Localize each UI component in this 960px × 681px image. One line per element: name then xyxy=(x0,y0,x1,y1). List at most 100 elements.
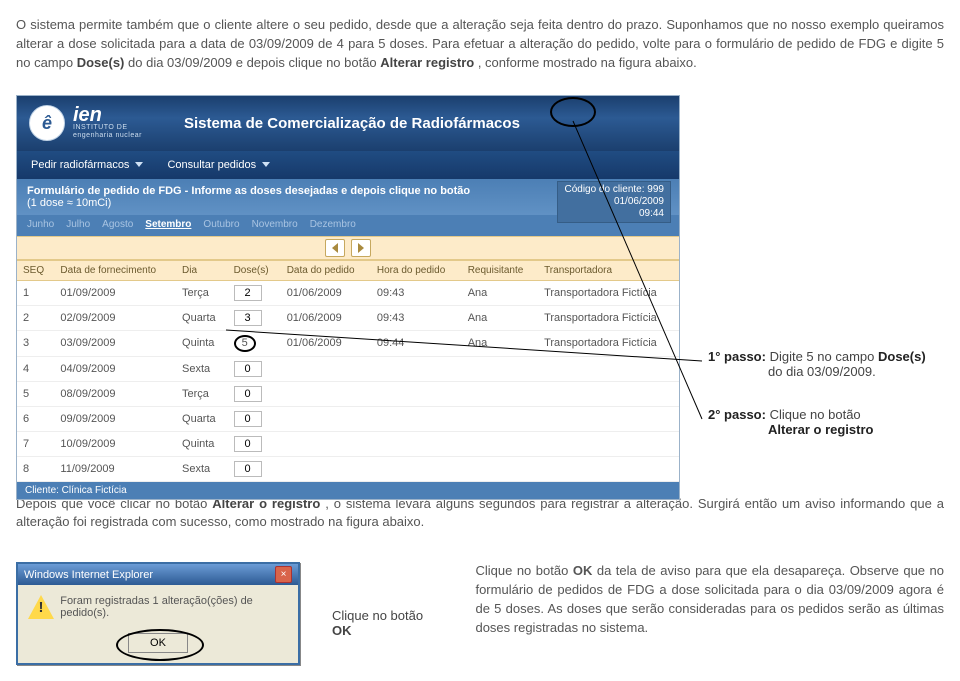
table-cell: 11/09/2009 xyxy=(54,456,176,481)
dose-input[interactable] xyxy=(234,285,262,301)
month-tab[interactable]: Junho xyxy=(27,219,54,230)
annotation-circle-ok: OK xyxy=(128,633,188,653)
table-cell: Transportadora Fictícia xyxy=(538,305,679,330)
client-time: 09:44 xyxy=(564,208,664,220)
table-cell xyxy=(281,431,371,456)
dialog-ok-button[interactable]: OK xyxy=(128,633,188,653)
month-tab[interactable]: Agosto xyxy=(102,219,133,230)
dose-input[interactable] xyxy=(234,436,262,452)
table-cell: Transportadora Fictícia xyxy=(538,280,679,305)
intro-bold-alterar: Alterar registro xyxy=(380,55,474,70)
col-dia: Dia xyxy=(176,260,228,280)
step1-label: 1° passo: xyxy=(708,349,766,364)
dialog-title: Windows Internet Explorer xyxy=(24,569,153,581)
table-cell xyxy=(538,406,679,431)
col-requis: Requisitante xyxy=(462,260,538,280)
table-cell xyxy=(281,356,371,381)
table-row: 609/09/2009Quarta xyxy=(17,406,679,431)
table-cell xyxy=(228,356,281,381)
table-cell xyxy=(538,431,679,456)
table-cell xyxy=(281,456,371,481)
intro-bold-dose: Dose(s) xyxy=(77,55,125,70)
after-paragraph: Depois que você clicar no botão Alterar … xyxy=(16,495,944,533)
right-paragraph: Clique no botão OK da tela de aviso para… xyxy=(475,562,944,637)
menu-pedir[interactable]: Pedir radiofármacos xyxy=(31,159,143,171)
logo-icon: ê xyxy=(29,105,65,141)
client-date: 01/06/2009 xyxy=(564,196,664,208)
step1-callout: 1° passo: Digite 5 no campo Dose(s) do d… xyxy=(708,349,956,379)
table-cell: Terça xyxy=(176,381,228,406)
dialog-message: Foram registradas 1 alteração(ções) de p… xyxy=(60,595,288,619)
logo-sub2: engenharia nuclear xyxy=(73,132,142,140)
table-cell: Quarta xyxy=(176,406,228,431)
step1-text: do dia 03/09/2009. xyxy=(768,364,876,379)
table-cell: Ana xyxy=(462,280,538,305)
col-dataforn: Data de fornecimento xyxy=(54,260,176,280)
triangle-left-icon xyxy=(332,243,338,253)
table-cell xyxy=(462,456,538,481)
table-cell xyxy=(228,305,281,330)
table-cell xyxy=(462,406,538,431)
chevron-down-icon xyxy=(135,162,143,167)
month-tab[interactable]: Novembro xyxy=(252,219,298,230)
table-row: 202/09/2009Quarta01/06/200909:43AnaTrans… xyxy=(17,305,679,330)
table-cell xyxy=(281,381,371,406)
table-cell xyxy=(371,356,462,381)
dose-input-highlighted[interactable]: 5 xyxy=(234,335,256,352)
dose-input[interactable] xyxy=(234,411,262,427)
table-row: 404/09/2009Sexta xyxy=(17,356,679,381)
table-cell: 01/09/2009 xyxy=(54,280,176,305)
table-cell: 09:44 xyxy=(371,330,462,356)
app-header: ê ien INSTITUTO DE engenharia nuclear Si… xyxy=(17,96,679,151)
month-tab[interactable]: Dezembro xyxy=(310,219,356,230)
menubar: Pedir radiofármacos Consultar pedidos xyxy=(17,151,679,179)
logo-mark: ê xyxy=(42,113,52,134)
client-code: Código do cliente: 999 xyxy=(564,184,664,196)
step2-label: 2° passo: xyxy=(708,407,766,422)
month-tab[interactable]: Outubro xyxy=(203,219,239,230)
table-cell xyxy=(228,456,281,481)
dialog-close-button[interactable]: × xyxy=(275,566,292,583)
table-cell xyxy=(371,406,462,431)
dose-input[interactable] xyxy=(234,461,262,477)
logo-sub1: INSTITUTO DE xyxy=(73,124,142,132)
pager-prev-button[interactable] xyxy=(325,239,345,257)
dose-input[interactable] xyxy=(234,361,262,377)
chevron-down-icon xyxy=(262,162,270,167)
table-cell: Quinta xyxy=(176,330,228,356)
table-cell: 03/09/2009 xyxy=(54,330,176,356)
table-cell: 01/06/2009 xyxy=(281,280,371,305)
table-cell: 09/09/2009 xyxy=(54,406,176,431)
table-cell: 02/09/2009 xyxy=(54,305,176,330)
dialog-titlebar: Windows Internet Explorer × xyxy=(18,564,298,585)
table-cell xyxy=(228,280,281,305)
menu-consultar[interactable]: Consultar pedidos xyxy=(167,159,270,171)
dose-input[interactable] xyxy=(234,310,262,326)
dose-input[interactable] xyxy=(234,386,262,402)
table-row: 101/09/2009Terça01/06/200909:43AnaTransp… xyxy=(17,280,679,305)
table-cell xyxy=(371,381,462,406)
right-bold: OK xyxy=(573,563,593,578)
table-cell xyxy=(462,356,538,381)
table-cell xyxy=(462,431,538,456)
table-cell xyxy=(228,406,281,431)
table-cell xyxy=(462,381,538,406)
col-seq: SEQ xyxy=(17,260,54,280)
step2-callout: 2° passo: Clique no botão Alterar o regi… xyxy=(708,407,956,437)
table-row: 811/09/2009Sexta xyxy=(17,456,679,481)
pager-next-button[interactable] xyxy=(351,239,371,257)
table-cell: 04/09/2009 xyxy=(54,356,176,381)
table-cell: 3 xyxy=(17,330,54,356)
step2-bold: Alterar o registro xyxy=(768,422,873,437)
table-cell: Transportadora Fictícia xyxy=(538,330,679,356)
warning-icon: ! xyxy=(28,595,52,619)
table-cell: Sexta xyxy=(176,456,228,481)
table-row: 508/09/2009Terça xyxy=(17,381,679,406)
step1-text: Digite 5 no campo xyxy=(770,349,878,364)
col-horaped: Hora do pedido xyxy=(371,260,462,280)
month-tab[interactable]: Setembro xyxy=(145,219,191,230)
intro-text: , conforme mostrado na figura abaixo. xyxy=(478,55,697,70)
step1-bold: Dose(s) xyxy=(878,349,926,364)
month-tab[interactable]: Julho xyxy=(66,219,90,230)
table-cell xyxy=(228,381,281,406)
